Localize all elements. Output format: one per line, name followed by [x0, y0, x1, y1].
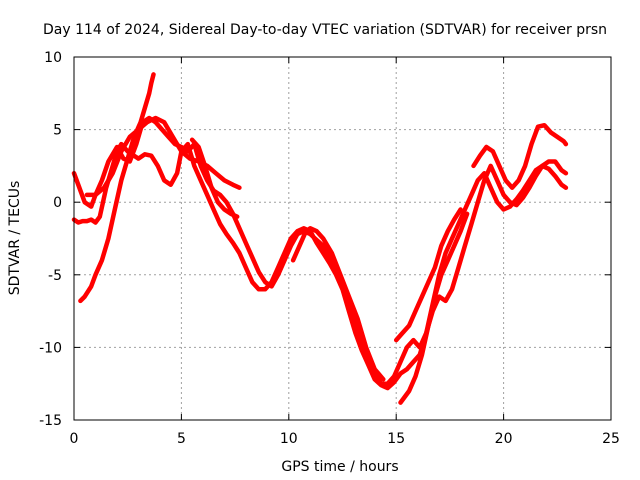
series-track-8: [398, 211, 470, 405]
grid-lines: [74, 57, 611, 420]
x-tick-label-5: 25: [602, 431, 620, 447]
series-track-6: [290, 226, 386, 382]
series-track-7: [393, 207, 463, 343]
series-track-5: [189, 137, 240, 219]
x-axis-label: GPS time / hours: [281, 459, 398, 475]
series-track-1: [71, 141, 569, 391]
series-track-4: [84, 115, 242, 198]
series-track-2: [71, 115, 569, 386]
y-tick-label-3: 0: [53, 195, 62, 211]
y-tick-label-2: -5: [48, 268, 62, 284]
x-tick-label-3: 15: [387, 431, 405, 447]
plot-frame: [73, 56, 612, 421]
x-tick-label-2: 10: [280, 431, 298, 447]
data-series: [71, 72, 569, 405]
y-tick-label-4: 5: [53, 123, 62, 139]
y-tick-label-0: -15: [39, 413, 62, 429]
series-track-9: [471, 122, 569, 190]
y-tick-label-5: 10: [44, 50, 62, 66]
axis-ticks: 0 5 10 15 20 25 -15 -10 -5 0 5 10: [39, 50, 620, 447]
series-track-3: [78, 72, 156, 304]
y-axis-label: SDTVAR / TECUs: [7, 181, 23, 296]
x-tick-label-1: 5: [177, 431, 186, 447]
x-tick-label-4: 20: [495, 431, 513, 447]
chart-title: Day 114 of 2024, Sidereal Day-to-day VTE…: [43, 22, 607, 38]
y-tick-label-1: -10: [39, 340, 62, 356]
x-tick-label-0: 0: [70, 431, 79, 447]
